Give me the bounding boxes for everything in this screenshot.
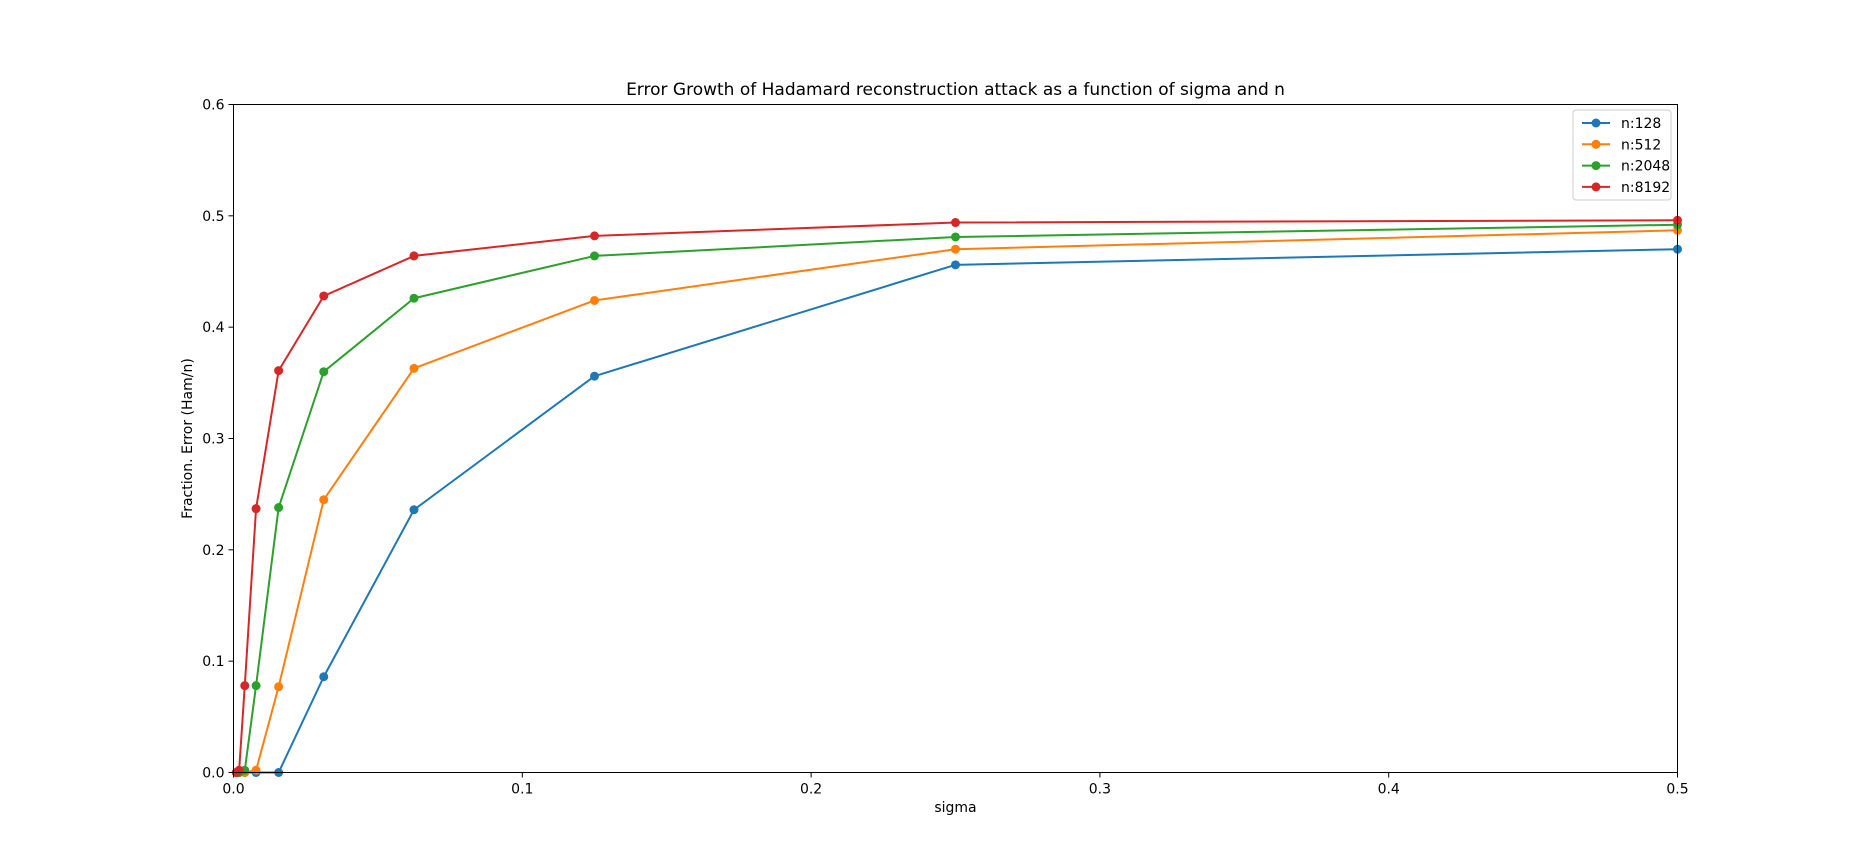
legend-swatch-marker [1591, 118, 1601, 128]
legend: n:128 n:512 n:2048 n:8192 [1572, 109, 1672, 201]
legend-item: n:8192 [1582, 180, 1670, 196]
legend-items: n:128 n:512 n:2048 n:8192 [1582, 116, 1670, 196]
data-point [319, 291, 329, 301]
data-point [251, 681, 261, 691]
data-point [590, 295, 599, 305]
data-point [590, 251, 599, 261]
data-point [319, 672, 329, 682]
y-axis-ticks: 0.0 0.1 0.2 0.3 0.4 0.5 0.6 [202, 98, 234, 782]
y-tick-label: 0.1 [202, 654, 224, 670]
data-point [319, 495, 329, 505]
x-tick-label: 0.5 [1666, 782, 1688, 798]
legend-label: n:8192 [1621, 180, 1670, 196]
data-point [951, 232, 960, 242]
legend-label: n:512 [1621, 137, 1661, 153]
x-tick-label: 0.2 [800, 782, 822, 798]
y-tick-label: 0.6 [202, 98, 224, 114]
data-point [951, 260, 960, 270]
data-point [251, 504, 261, 514]
data-point [951, 218, 960, 228]
legend-label: n:128 [1621, 116, 1661, 132]
y-axis-label: Fraction. Error (Ham/n) [180, 358, 196, 519]
y-tick-label: 0.0 [202, 766, 224, 782]
y-tick-label: 0.3 [202, 432, 224, 448]
legend-item: n:128 [1582, 116, 1661, 132]
plot-area [231, 104, 1682, 777]
data-point [951, 244, 960, 254]
x-tick-label: 0.0 [222, 782, 244, 798]
x-axis-label: sigma [934, 800, 976, 816]
x-axis-ticks: 0.0 0.1 0.2 0.3 0.4 0.5 [222, 772, 1689, 798]
x-tick-label: 0.1 [511, 782, 533, 798]
legend-swatch-marker [1591, 182, 1601, 192]
data-point [590, 371, 599, 381]
data-point [234, 765, 244, 775]
data-point [274, 366, 284, 376]
chart-title: Error Growth of Hadamard reconstruction … [626, 80, 1285, 100]
data-point [409, 251, 419, 261]
data-point [409, 363, 419, 373]
data-point [590, 231, 599, 241]
x-tick-label: 0.3 [1089, 782, 1111, 798]
legend-item: n:2048 [1582, 159, 1670, 175]
data-point [274, 682, 284, 692]
legend-label: n:2048 [1621, 159, 1670, 175]
series-line [235, 219, 1678, 774]
y-tick-label: 0.4 [202, 320, 224, 336]
legend-swatch-marker [1591, 139, 1601, 149]
data-point [274, 503, 284, 513]
data-point [251, 765, 261, 775]
data-point [409, 505, 419, 515]
data-point [240, 681, 250, 691]
legend-swatch-marker [1591, 161, 1601, 171]
data-point [319, 367, 329, 377]
y-tick-label: 0.5 [202, 209, 224, 225]
legend-item: n:512 [1582, 137, 1661, 153]
y-tick-label: 0.2 [202, 543, 224, 559]
legend-frame [1572, 109, 1672, 201]
data-point [409, 293, 419, 303]
x-tick-label: 0.4 [1378, 782, 1400, 798]
